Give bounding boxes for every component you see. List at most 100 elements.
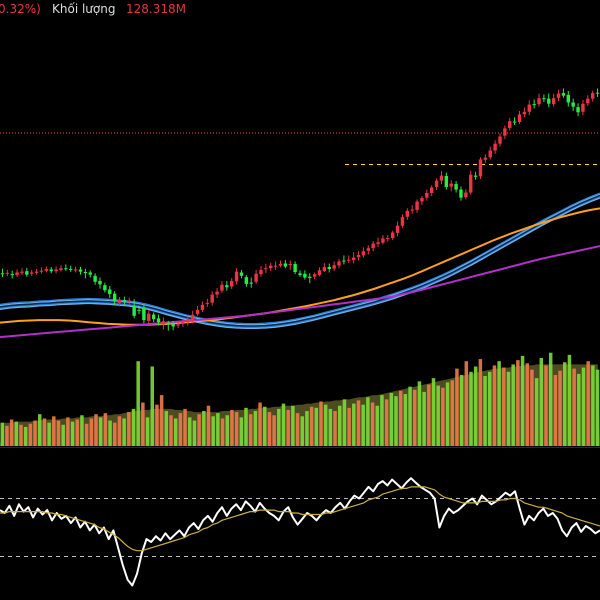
volume-bar [577, 373, 581, 446]
volume-bar [333, 411, 337, 446]
volume-bar [173, 418, 178, 446]
volume-bar [553, 374, 558, 446]
volume-bar [497, 361, 501, 446]
volume-bar [277, 408, 281, 446]
candle-body [49, 269, 53, 272]
candle-body [171, 323, 175, 327]
candle-body [83, 272, 88, 274]
volume-bar [469, 371, 473, 446]
price-panel[interactable] [0, 88, 600, 446]
candle-body [464, 192, 468, 198]
volume-bar [534, 378, 539, 446]
volume-bar [511, 364, 515, 446]
volume-bar [98, 417, 103, 446]
volume-bar [33, 420, 37, 446]
candle-body [127, 300, 131, 302]
oscillator-panel[interactable] [0, 477, 600, 587]
volume-bar [464, 361, 469, 446]
candle-body [595, 92, 600, 94]
volume-bar [530, 369, 534, 446]
candle-body [117, 299, 122, 304]
candle-body [351, 257, 356, 261]
volume-bar [563, 362, 567, 446]
change-percent-text: 0.32%) [0, 2, 41, 16]
volume-bar [122, 418, 126, 446]
candle-body [512, 121, 517, 123]
candle-body [400, 217, 405, 226]
candle-body [356, 255, 361, 258]
candle-body [269, 265, 273, 269]
volume-bar [384, 399, 389, 446]
volume-bar [52, 416, 56, 446]
candle-body [161, 321, 166, 325]
candle-body [517, 114, 522, 122]
volume-bar [42, 418, 47, 446]
purple-ma-line [0, 245, 600, 339]
candle-body [230, 280, 234, 287]
candle-body [54, 269, 58, 272]
volume-bar [66, 417, 70, 446]
candle-body [420, 198, 424, 202]
volume-bars [0, 352, 600, 446]
candle-body [205, 303, 210, 305]
ema-band-line [0, 197, 600, 330]
candle-body [581, 103, 585, 112]
volume-bar [202, 411, 206, 446]
volume-bar [5, 425, 9, 446]
volume-bar [483, 376, 487, 446]
candle-body [156, 318, 161, 323]
volume-bar [436, 385, 440, 446]
volume-label: Khối lượng [52, 2, 115, 16]
candle-body [542, 98, 546, 100]
candle-body [44, 269, 49, 271]
volume-bar [473, 366, 478, 446]
volume-bar [89, 418, 94, 446]
volume-bar [558, 370, 562, 446]
candle-body [64, 268, 68, 270]
candle-body [444, 175, 449, 188]
candle-body [522, 111, 527, 115]
price-panel-lines [0, 132, 600, 165]
candle-body [527, 104, 531, 112]
volume-bar [300, 416, 304, 446]
volume-bar [548, 352, 553, 446]
volume-bar [591, 365, 595, 446]
volume-bar [347, 407, 351, 446]
volume-bar [80, 415, 84, 446]
candle-body [147, 313, 151, 321]
candle-body [73, 269, 78, 271]
volume-bar [408, 386, 412, 446]
candle-body [425, 192, 429, 198]
volume-bar [389, 393, 394, 446]
volume-bar [366, 397, 370, 446]
ema-band-line [0, 193, 600, 326]
volume-bar [431, 378, 436, 446]
volume-bar [225, 415, 229, 446]
candle-body [34, 271, 39, 273]
volume-bar [595, 369, 600, 446]
volume-bar [441, 387, 445, 446]
volume-bar [70, 421, 75, 446]
candle-body [308, 276, 312, 278]
volume-bar [295, 413, 300, 446]
candle-body [410, 209, 414, 211]
volume-bar [506, 371, 511, 446]
candle-body [132, 306, 136, 316]
candle-body [0, 273, 5, 275]
candle-body [249, 282, 253, 284]
candle-body [215, 291, 219, 295]
candle-body [288, 263, 292, 266]
volume-bar [84, 423, 89, 446]
candle-body [439, 175, 444, 181]
volume-bar [544, 365, 548, 446]
volume-bar [230, 409, 234, 446]
volume-bar [61, 424, 65, 446]
volume-bar [525, 363, 529, 446]
candle-body [434, 180, 439, 188]
candle-body [473, 175, 478, 177]
volume-bar [375, 405, 379, 446]
candle-body [200, 304, 205, 310]
volume-bar [206, 405, 211, 446]
candle-body [176, 324, 180, 326]
